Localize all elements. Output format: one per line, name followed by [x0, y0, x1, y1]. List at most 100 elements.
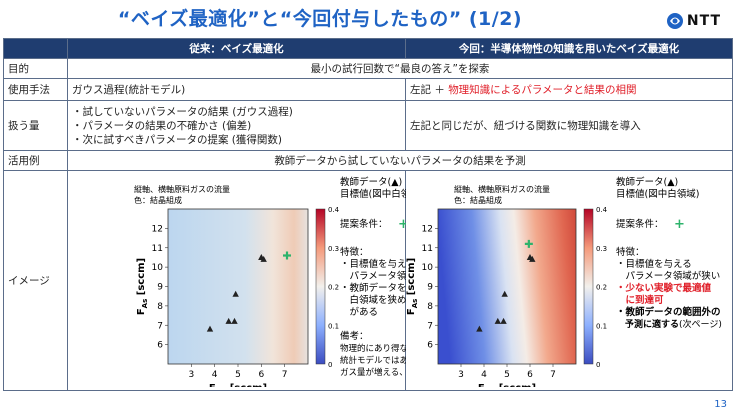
- ntt-logo-icon: [666, 13, 683, 29]
- y-tick-label: 12: [422, 224, 433, 234]
- right-notes: 教師データ(▲) 目標値(図中白領域) 提案条件： + 特徴： ・目標値を与える…: [616, 176, 722, 330]
- method-left: ガウス過程(統計モデル): [67, 78, 406, 101]
- right-caption-2: 色：結晶組成: [454, 195, 502, 205]
- right-feature-bold: ・教師データの範囲外の: [616, 306, 721, 318]
- header-empty: [3, 38, 68, 59]
- row-usage: 活用例 教師データから試していないパラメータの結果を予測: [3, 150, 733, 171]
- ntt-logo: NTT: [666, 12, 721, 30]
- left-caption-2: 色：結晶組成: [134, 195, 182, 205]
- comparison-table: 従来：ベイズ最適化 今回：半導体物性の知識を用いたベイズ最適化 目的 最小の試行…: [3, 38, 733, 396]
- colorbar-tick-label: 0.1: [596, 322, 607, 330]
- right-colorbar: [583, 208, 594, 365]
- colorbar-tick-label: 0: [596, 361, 600, 369]
- usage-text: 教師データから試していないパラメータの結果を予測: [67, 150, 733, 171]
- y-tick-label: 9: [427, 283, 433, 293]
- ntt-logo-text: NTT: [686, 13, 721, 29]
- x-tick-label: 4: [212, 370, 218, 380]
- left-caption-1: 縦軸、横軸原料ガスの流量: [134, 184, 230, 194]
- left-remark-line: 統計モデルではありえてしまう: [340, 355, 406, 366]
- right-marks: [476, 239, 536, 332]
- x-axis-label: FGa [sccm]: [478, 383, 536, 387]
- right-feature-line: パラメータ領域が狭い: [616, 270, 720, 282]
- y-tick-label: 8: [427, 302, 433, 312]
- teacher-data-point: [225, 317, 232, 324]
- row-label-image: イメージ: [3, 170, 68, 391]
- proposal-point: [524, 239, 533, 248]
- right-proposal-plus-icon: +: [674, 217, 685, 232]
- x-tick-label: 7: [550, 370, 556, 380]
- y-tick-label: 11: [152, 244, 163, 254]
- left-marks: [206, 251, 291, 332]
- table-header-row: 従来：ベイズ最適化 今回：半導体物性の知識を用いたベイズ最適化: [3, 38, 733, 59]
- row-label-usage: 活用例: [3, 150, 68, 171]
- row-purpose: 目的 最小の試行回数で“最良の答え”を探索: [3, 58, 733, 79]
- left-note-target: 目標値(図中白領域): [340, 188, 406, 200]
- teacher-data-point: [500, 317, 507, 324]
- method-right: 左記 ＋ 物理知識によるパラメータと結果の相関: [405, 78, 733, 101]
- left-feature-line: パラメータ領域が広い: [340, 270, 406, 282]
- right-note-proposal: 提案条件：: [616, 218, 664, 230]
- left-note-proposal: 提案条件：: [340, 218, 388, 230]
- quantities-right: 左記と同じだが、紐づける関数に物理知識を導入: [405, 100, 733, 151]
- right-feature-bold-line: 予測に適する(次ページ): [616, 318, 722, 330]
- method-right-highlight: 物理知識によるパラメータと結果の相関: [448, 84, 637, 96]
- colorbar-tick-label: 0.2: [596, 284, 607, 292]
- header-conventional: 従来：ベイズ最適化: [67, 38, 406, 59]
- right-feature-highlight: に到達可: [616, 294, 664, 306]
- left-remarks-title: 備考：: [340, 330, 369, 342]
- colorbar-tick-label: 0.3: [596, 245, 607, 253]
- right-note-teacher: 教師データ(▲): [616, 176, 678, 188]
- quantity-item: ・パラメータの結果の不確かさ (偏差): [72, 119, 252, 132]
- y-tick-label: 6: [427, 341, 433, 351]
- right-feature-highlight: ・少ない実験で最適値: [616, 282, 712, 294]
- quantities-left: ・試していないパラメータの結果 (ガウス過程) ・パラメータの結果の不確かさ (…: [67, 100, 406, 151]
- image-cell-left: 縦軸、横軸原料ガスの流量 色：結晶組成 3 4 5 6 7 6 7 8 9 10 11 12 0 0.1 0…: [67, 170, 459, 396]
- proposed-heatmap-panel: 縦軸、横軸原料ガスの流量 色：結晶組成 3 4 5 6 7 6 7 8 9 10 11 12 0 0.1 0…: [406, 176, 722, 396]
- teacher-data-point: [231, 317, 238, 324]
- slide-title: “ベイズ最適化”と“今回付与したもの” (1/2): [117, 8, 523, 30]
- left-feature-line: 白領域を狭める必要: [340, 294, 406, 306]
- y-tick-label: 7: [427, 321, 433, 331]
- colorbar-tick-label: 0.1: [328, 322, 339, 330]
- quantity-item: ・試していないパラメータの結果 (ガウス過程): [72, 105, 293, 118]
- left-colorbar: [315, 208, 326, 365]
- teacher-data-point: [529, 255, 536, 262]
- colorbar-tick-label: 0.2: [328, 284, 339, 292]
- conventional-heatmap-panel: 縦軸、横軸原料ガスの流量 色：結晶組成 3 4 5 6 7 6 7 8 9 10 11 12 0 0.1 0…: [134, 176, 459, 396]
- y-tick-label: 9: [157, 283, 163, 293]
- y-tick-label: 6: [157, 341, 163, 351]
- teacher-data-point: [206, 325, 214, 332]
- x-tick-label: 6: [527, 370, 533, 380]
- left-features-title: 特徴：: [340, 246, 369, 258]
- left-feature-line: ・教師データを増やし: [340, 282, 406, 294]
- teacher-data-point: [260, 255, 267, 262]
- row-image: イメージ: [3, 170, 733, 396]
- row-label-quantities: 扱う量: [3, 100, 68, 151]
- colorbar-tick-label: 0.4: [596, 206, 608, 214]
- colorbar-tick-label: 0: [328, 361, 332, 369]
- teacher-data-point: [501, 290, 508, 297]
- left-heatmap-area: [168, 209, 308, 364]
- x-tick-label: 5: [504, 370, 510, 380]
- colorbar-tick-label: 0.4: [328, 206, 340, 214]
- colorbar-tick-label: 0.3: [328, 245, 339, 253]
- row-quantities: 扱う量 ・試していないパラメータの結果 (ガウス過程) ・パラメータの結果の不確…: [3, 100, 733, 151]
- teacher-data-point: [476, 325, 483, 332]
- y-tick-label: 8: [157, 302, 163, 312]
- teacher-data-point: [232, 290, 239, 297]
- x-axis-label: FGa [sccm]: [209, 383, 267, 387]
- y-tick-label: 10: [152, 263, 164, 273]
- y-tick-label: 12: [152, 224, 163, 234]
- left-feature-line: がある: [340, 306, 378, 318]
- y-tick-label: 7: [157, 321, 163, 331]
- right-feature-bold-text: 予測に適する: [616, 318, 679, 330]
- row-method: 使用手法 ガウス過程(統計モデル) 左記 ＋ 物理知識によるパラメータと結果の相…: [3, 78, 733, 101]
- proposal-point: [283, 251, 291, 260]
- method-right-prefix: 左記 ＋: [410, 84, 449, 96]
- right-features-title: 特徴：: [616, 246, 645, 258]
- right-note-target: 目標値(図中白領域): [616, 188, 699, 200]
- left-notes: 教師データ(▲) 目標値(図中白領域) 提案条件： + 特徴： ・目標値を与える…: [340, 176, 459, 378]
- x-tick-label: 3: [458, 370, 464, 380]
- x-tick-label: 6: [258, 370, 264, 380]
- purpose-text: 最小の試行回数で“最良の答え”を探索: [67, 58, 733, 79]
